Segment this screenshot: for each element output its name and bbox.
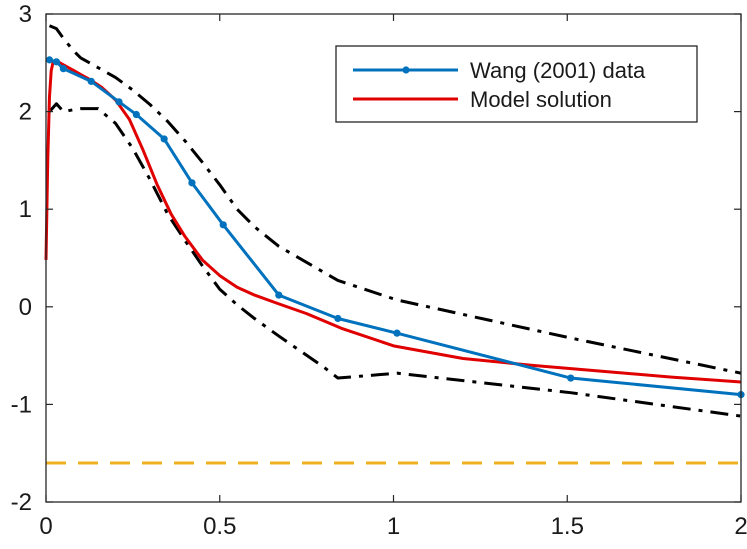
y-tick-label: -1 [11,391,32,418]
data-point [45,56,54,64]
y-tick-label: -2 [11,489,32,516]
data-point [334,314,342,323]
ticks-layer: 0 0.5 1 1.5 2 -2 -1 0 1 2 3 [11,1,747,540]
x-tick-label: 1 [387,513,400,540]
series-line-lower-bound [48,102,742,418]
y-tick-label: 0 [19,294,32,321]
y-tick-label: 2 [19,99,32,126]
legend-label-data: Wang (2001) data [470,58,646,83]
data-point [188,179,196,187]
data-point [567,374,575,382]
series-layer [44,24,745,465]
data-point [52,58,61,66]
data-point [275,291,283,299]
data-point [219,221,227,229]
x-tick-label: 0.5 [203,513,236,540]
legend: Wang (2001) data Model solution [335,45,698,123]
data-point [59,65,67,73]
x-tick-label: 2 [734,513,747,540]
x-tick-label: 0 [39,513,52,540]
data-point [393,329,401,337]
data-point [160,135,168,143]
y-tick-label: 3 [19,1,32,28]
x-tick-label: 1.5 [551,513,584,540]
legend-label-model: Model solution [470,87,612,112]
y-tick-label: 1 [19,196,32,223]
data-point [132,110,140,119]
legend-box [335,45,698,123]
series-line-data [49,58,742,397]
series-line-upper-bound [48,24,742,375]
legend-marker [402,66,410,74]
data-point [87,77,95,85]
data-point [115,98,123,106]
